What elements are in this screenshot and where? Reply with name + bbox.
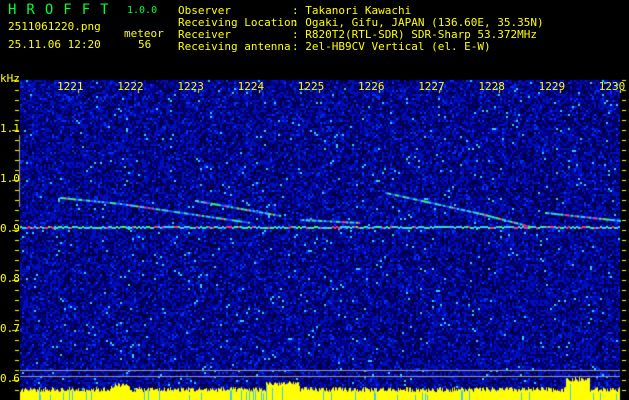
y-tick-label: 1.1 bbox=[0, 122, 20, 135]
info-value-observer: : Takanori Kawachi bbox=[292, 4, 412, 17]
x-tick-label: 1225 bbox=[297, 80, 325, 93]
x-tick-label: 1222 bbox=[117, 80, 144, 93]
info-key-location: Receiving Location bbox=[178, 16, 298, 29]
info-value-receiver: : R820T2(RTL-SDR) SDR-Sharp 53.372MHz bbox=[292, 28, 538, 41]
app-title: HROFFT bbox=[8, 2, 119, 18]
x-tick-label: 1224 bbox=[237, 80, 265, 93]
app-version: 1.0.0 bbox=[127, 5, 158, 16]
info-key-observer: Observer bbox=[178, 4, 231, 17]
y-tick-label: 0.9 bbox=[0, 222, 20, 235]
file-name: 2511061220.png bbox=[8, 20, 101, 33]
detection-label: meteor bbox=[124, 27, 164, 40]
info-key-antenna: Receiving antenna bbox=[178, 40, 291, 53]
meteor-count: 56 bbox=[138, 38, 152, 51]
x-tick-label: 1226 bbox=[358, 80, 385, 93]
y-tick-label: 0.7 bbox=[0, 322, 20, 335]
timestamp: 25.11.06 12:20 bbox=[8, 38, 101, 51]
x-tick-label: 1228 bbox=[478, 80, 505, 93]
y-tick-label: 0.8 bbox=[0, 272, 20, 285]
info-value-antenna: : 2el-HB9CV Vertical (el. E-W) bbox=[292, 40, 491, 53]
info-key-receiver: Receiver bbox=[178, 28, 231, 41]
y-tick-label: 0.6 bbox=[0, 372, 20, 385]
info-value-location: : Ogaki, Gifu, JAPAN (136.60E, 35.35N) bbox=[292, 16, 544, 29]
x-tick-label: 1221 bbox=[57, 80, 84, 93]
x-tick-label: 1230 bbox=[598, 80, 626, 93]
x-tick-label: 1223 bbox=[177, 80, 204, 93]
y-tick-label: 1.0 bbox=[0, 172, 20, 185]
x-tick-label: 1229 bbox=[538, 80, 566, 93]
y-axis-unit: kHz bbox=[0, 72, 20, 85]
x-tick-label: 1227 bbox=[418, 80, 445, 93]
